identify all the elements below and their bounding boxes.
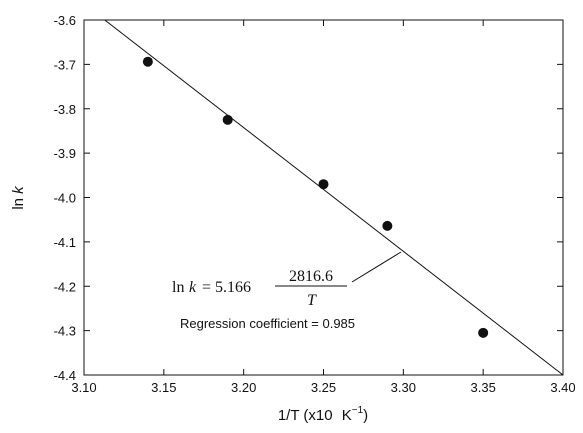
equation-lhs-var: k [189,279,197,296]
equation-lhs-func: ln [172,279,184,296]
x-axis-title-close: ) [363,407,368,424]
x-tick-label: 3.40 [550,380,575,395]
y-tick-label: -4.1 [54,235,76,250]
x-axis-ticks: 3.10 3.15 3.20 3.25 3.30 3.35 3.40 [71,20,576,395]
x-axis-title: 1/T (x10 K−1) [278,405,368,424]
equation-denominator: T [307,292,317,309]
equation-rhs: = 5.166 [202,279,251,296]
x-tick-label: 3.35 [471,380,496,395]
x-tick-label: 3.30 [391,380,416,395]
y-axis-title-var: k [10,185,27,194]
data-point [222,114,233,125]
fit-line [104,19,564,376]
y-tick-label: -4.4 [54,368,76,383]
data-point [382,220,393,231]
x-tick-label: 3.10 [71,380,96,395]
regression-coefficient-text: Regression coefficient = 0.985 [180,316,355,331]
y-axis-ticks: -3.6 -3.7 -3.8 -3.9 -4.0 -4.1 -4.2 -4.3 -4.4 [54,13,563,383]
x-axis-title-unit: K [342,407,352,424]
fit-line-layer [104,19,564,376]
y-tick-label: -4.0 [54,191,76,206]
equation: ln k = 5.166 2816.6 T [172,268,347,309]
y-axis-title-prefix: ln [10,194,27,210]
x-axis-title-main: 1/T (x10 [278,407,333,424]
y-tick-label: -3.7 [54,57,76,72]
x-tick-label: 3.15 [151,380,176,395]
data-point [142,56,153,67]
y-tick-label: -4.2 [54,279,76,294]
y-axis-title: ln k [10,185,27,210]
data-point [318,179,329,190]
y-tick-label: -4.3 [54,324,76,339]
y-tick-label: -3.9 [54,146,76,161]
x-tick-label: 3.20 [231,380,256,395]
data-point [478,327,489,338]
equation-numerator: 2816.6 [289,268,333,285]
y-tick-label: -3.6 [54,13,76,28]
annotation-pointer [351,251,402,283]
data-points [142,56,489,338]
y-tick-label: -3.8 [54,102,76,117]
x-axis-title-exp: −1 [352,405,364,416]
x-tick-label: 3.25 [311,380,336,395]
